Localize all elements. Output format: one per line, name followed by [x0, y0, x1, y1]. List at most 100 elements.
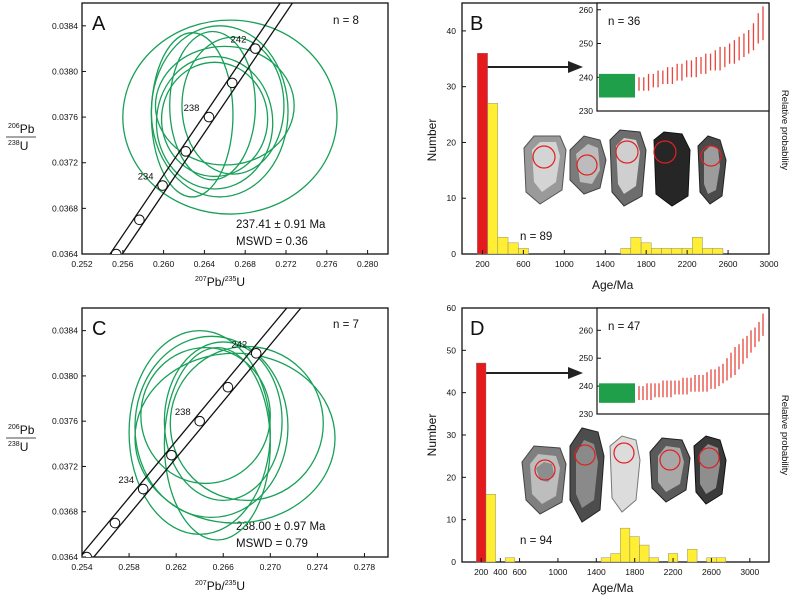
inset-y-tick-label: 230: [579, 106, 593, 116]
histogram-bar: [485, 494, 496, 563]
error-ellipse: [122, 19, 338, 215]
spot-circle: [615, 140, 639, 164]
spot-circle: [532, 145, 556, 169]
age-marker: [157, 180, 168, 191]
error-ellipse: [169, 30, 257, 181]
error-ellipse: [160, 61, 269, 178]
y-tick-label: 0.0376: [52, 112, 78, 122]
y-tick-label: 0.0368: [52, 203, 78, 213]
x-tick-label: 2200: [664, 567, 683, 577]
inset-y-tick-label: 240: [579, 72, 593, 82]
plot-area-c: [82, 308, 336, 557]
age-marker: [82, 551, 93, 557]
x-tick-label: 600: [512, 567, 526, 577]
spot-circle: [700, 145, 722, 167]
histogram-bar: [687, 549, 698, 563]
y-tick-label: 20: [447, 472, 457, 482]
x-tick-label: 400: [493, 567, 507, 577]
age-marker: [166, 449, 177, 461]
svg-text:238U: 238U: [8, 440, 28, 454]
plot-area-a: [109, 3, 338, 254]
inset-y-tick-label: 230: [579, 409, 593, 419]
histogram-bar: [648, 557, 659, 563]
histogram-bar: [630, 237, 642, 255]
x-tick-label: 0.272: [275, 259, 297, 269]
x-tick-label: 1000: [548, 567, 567, 577]
histogram-bar: [507, 242, 519, 255]
y-tick-label: 60: [447, 303, 457, 313]
y-tick-label: 0.0364: [52, 249, 78, 259]
y-tick-label: 0.0384: [52, 21, 78, 31]
zircon-grain: [536, 462, 554, 482]
age-marker: [250, 43, 261, 54]
x-tick-label: 0.268: [235, 259, 257, 269]
zircon-grain: [576, 440, 598, 508]
x-tick-label: 2600: [719, 259, 738, 269]
error-ellipse: [163, 341, 283, 502]
x-axis-label-b: Age/Ma: [592, 278, 634, 292]
histogram-bar: [692, 237, 703, 255]
histogram-bar: [620, 248, 632, 255]
y-tick-label: 10: [447, 193, 457, 203]
spot-circle: [659, 449, 681, 471]
x-tick-label: 600: [516, 259, 530, 269]
y-axis-label-c: 206Pb 238U: [6, 423, 36, 454]
x-tick-label: 0.280: [357, 259, 379, 269]
x-tick-label: 0.264: [194, 259, 216, 269]
y2-axis-label-b: Relative probability: [779, 90, 790, 171]
spot-circle: [698, 447, 720, 469]
y-tick-label: 0.0372: [52, 461, 78, 471]
x-tick-label: 200: [474, 567, 488, 577]
inset-y-tick-label: 260: [579, 5, 593, 15]
zircon-grain: [609, 435, 641, 513]
histogram-bar: [610, 553, 621, 563]
concordia-curve: [121, 3, 294, 254]
weighted-mean-band: [599, 383, 635, 403]
inset-y-tick-label: 260: [579, 325, 593, 335]
inset-frame-d: [596, 307, 770, 415]
concordia-curve: [109, 3, 282, 254]
x-tick-label: 0.270: [260, 562, 282, 572]
y-tick-label: 0: [451, 249, 456, 259]
mswd-a: MSWD = 0.36: [236, 236, 308, 248]
x-tick-label: 0.274: [307, 562, 329, 572]
age-marker: [194, 415, 205, 427]
zircon-grain: [653, 131, 691, 207]
histogram-bar: [702, 248, 713, 255]
zircon-grain: [532, 142, 560, 192]
arrow-b: [480, 61, 583, 73]
age-marker: [109, 517, 121, 529]
x-tick-label: 1800: [625, 567, 644, 577]
svg-text:207Pb/235U: 207Pb/235U: [195, 275, 245, 289]
panel-label-d: D: [470, 318, 484, 340]
n-label-c: n = 7: [333, 319, 359, 331]
n-total-d: n = 94: [520, 535, 553, 547]
y-axis-label-d: Number: [425, 414, 439, 457]
y-tick-label: 40: [447, 388, 457, 398]
x-tick-label: 0.276: [316, 259, 338, 269]
concordia-plot-c: [82, 308, 336, 557]
x-tick-label: 0.252: [71, 259, 93, 269]
error-ellipse: [181, 36, 285, 175]
inset-y-tick-label: 240: [579, 381, 593, 391]
y-tick-label: 0.0364: [52, 552, 78, 562]
x-tick-label: 0.262: [166, 562, 188, 572]
x-axis-label-c: 207Pb/235U: [195, 579, 245, 593]
histogram-bar: [487, 103, 499, 255]
error-ellipse: [163, 346, 271, 541]
y-axis-label-b: Number: [425, 119, 439, 162]
age-label: 234: [118, 475, 134, 486]
concordia-curve: [82, 308, 288, 556]
svg-text:238U: 238U: [8, 139, 28, 153]
age-marker: [110, 248, 122, 254]
age-result-c: 238.00 ± 0.97 Ma: [236, 521, 326, 533]
x-tick-label: 3000: [760, 259, 779, 269]
error-ellipse: [169, 345, 324, 502]
inset-y-tick-label: 250: [579, 353, 593, 363]
spot-circle: [613, 442, 635, 464]
x-tick-label: 0.258: [118, 562, 140, 572]
x-tick-label: 0.266: [213, 562, 235, 572]
x-tick-label: 0.254: [71, 562, 93, 572]
panel-label-b: B: [470, 13, 483, 35]
